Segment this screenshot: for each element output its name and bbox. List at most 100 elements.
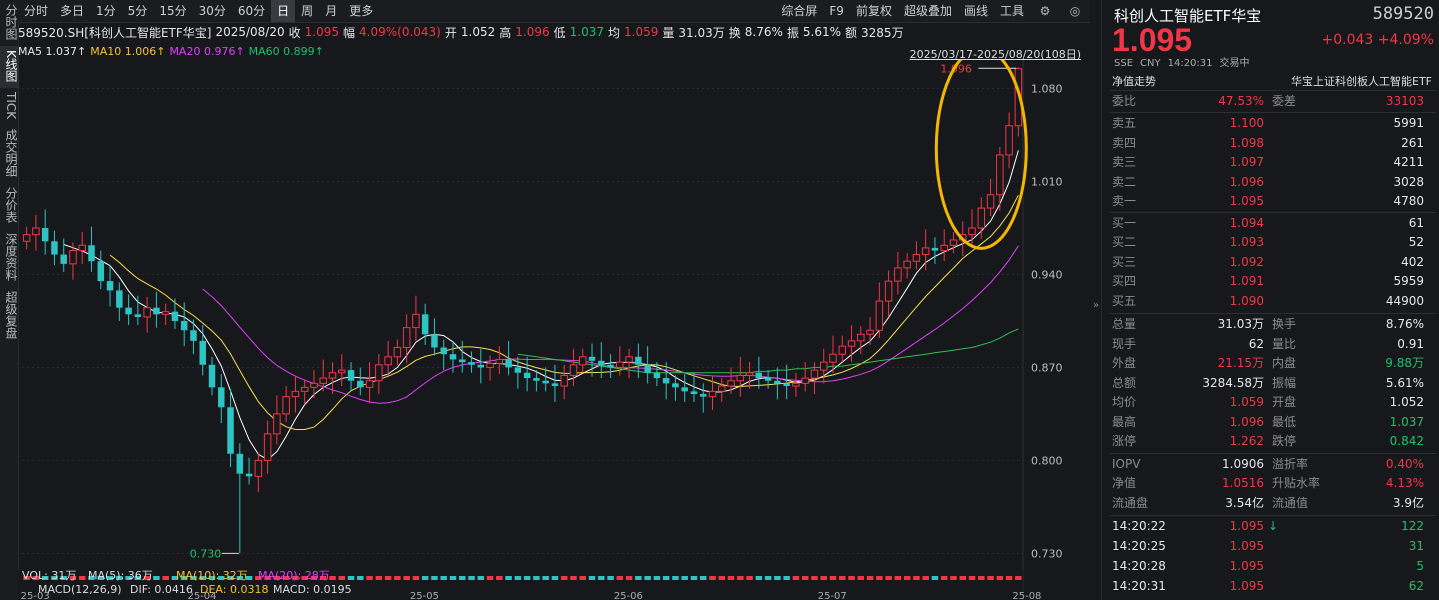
candle[interactable] — [903, 253, 911, 279]
candle[interactable] — [533, 370, 540, 392]
candle[interactable] — [190, 319, 197, 355]
candle[interactable] — [440, 339, 447, 371]
candle[interactable] — [393, 339, 402, 365]
candle[interactable] — [22, 226, 31, 250]
candle[interactable] — [718, 378, 726, 402]
gear-icon[interactable]: ⚙ — [1039, 4, 1051, 18]
tool-button-3[interactable]: 超级叠加 — [903, 4, 952, 18]
candle[interactable] — [477, 348, 485, 384]
left-tab-0[interactable]: 分时图 — [4, 4, 18, 40]
period-tab-8[interactable]: 周 — [301, 4, 314, 18]
period-tab-1[interactable]: 多日 — [60, 4, 85, 18]
candle[interactable] — [681, 374, 688, 402]
candle[interactable] — [569, 348, 578, 387]
candle[interactable] — [143, 297, 151, 333]
period-tab-9[interactable]: 月 — [325, 4, 338, 18]
candle[interactable] — [218, 374, 225, 424]
left-tab-6[interactable]: 超级复盘 — [4, 291, 18, 339]
candle[interactable] — [60, 238, 67, 272]
candle[interactable] — [931, 237, 939, 264]
candle[interactable] — [236, 443, 244, 554]
candle[interactable] — [690, 372, 698, 402]
tab-fund-name[interactable]: 华宝上证科创板人工智能ETF — [1291, 75, 1432, 88]
candle[interactable] — [579, 348, 587, 373]
candle[interactable] — [588, 343, 596, 377]
candle[interactable] — [977, 197, 986, 239]
candle[interactable] — [106, 265, 114, 307]
bid-row[interactable]: 买二 1.093 52 — [1112, 233, 1430, 252]
candle[interactable] — [764, 370, 772, 389]
ask-row[interactable]: 卖三 1.097 4211 — [1112, 153, 1430, 172]
candle[interactable] — [894, 251, 902, 295]
candle[interactable] — [829, 335, 837, 373]
candle[interactable] — [912, 241, 921, 270]
candle[interactable] — [968, 209, 976, 248]
candle[interactable] — [171, 298, 179, 329]
candle[interactable] — [153, 291, 160, 328]
candle[interactable] — [375, 354, 383, 394]
candle[interactable] — [598, 342, 605, 379]
candle[interactable] — [347, 362, 355, 392]
candle[interactable] — [459, 340, 466, 373]
candle[interactable] — [338, 354, 346, 387]
candle[interactable] — [653, 362, 661, 387]
candle[interactable] — [774, 367, 781, 400]
candle[interactable] — [273, 395, 281, 445]
candle[interactable] — [328, 362, 337, 394]
bid-row[interactable]: 买三 1.092 402 — [1112, 253, 1430, 272]
candle[interactable] — [1005, 112, 1013, 169]
candle[interactable] — [551, 364, 559, 402]
date-range[interactable]: 2025/03/17-2025/08/20(108日) — [909, 48, 1081, 61]
candle[interactable] — [819, 348, 828, 384]
candle[interactable] — [449, 340, 457, 373]
candle[interactable] — [97, 250, 105, 290]
candle[interactable] — [412, 295, 420, 341]
candle[interactable] — [727, 367, 735, 394]
candle[interactable] — [672, 375, 679, 401]
candle[interactable] — [69, 242, 77, 280]
candle[interactable] — [847, 324, 856, 363]
candle[interactable] — [208, 356, 216, 396]
candle[interactable] — [384, 340, 392, 376]
bid-row[interactable]: 买一 1.094 61 — [1112, 214, 1430, 233]
candle[interactable] — [745, 362, 754, 389]
settings-icon[interactable]: ◎ — [1069, 4, 1081, 18]
ask-row[interactable]: 卖一 1.095 4780 — [1112, 192, 1430, 211]
period-tab-4[interactable]: 15分 — [159, 4, 187, 18]
candle[interactable] — [542, 367, 549, 392]
candle[interactable] — [199, 324, 206, 376]
candle[interactable] — [801, 362, 809, 392]
candle[interactable] — [875, 282, 884, 339]
candle[interactable] — [560, 364, 568, 400]
tool-button-1[interactable]: F9 — [829, 4, 844, 18]
candle[interactable] — [838, 335, 847, 363]
candle[interactable] — [421, 303, 429, 345]
candle[interactable] — [857, 326, 865, 355]
period-tab-2[interactable]: 1分 — [96, 4, 116, 18]
tool-button-0[interactable]: 综合屏 — [781, 4, 818, 18]
candle[interactable] — [402, 314, 411, 364]
candle[interactable] — [523, 356, 531, 392]
ask-row[interactable]: 卖五 1.100 5991 — [1112, 114, 1430, 133]
candle[interactable] — [635, 343, 642, 379]
bid-row[interactable]: 买四 1.091 5959 — [1112, 272, 1430, 291]
period-tab-7[interactable]: 日 — [271, 0, 296, 22]
candle[interactable] — [291, 375, 300, 413]
tool-button-4[interactable]: 画线 — [963, 4, 988, 18]
bid-row[interactable]: 买五 1.090 44900 — [1112, 292, 1430, 311]
period-tab-3[interactable]: 5分 — [127, 4, 148, 18]
left-tab-2[interactable]: TICK — [4, 91, 18, 119]
left-tab-1[interactable]: K线图 — [0, 46, 18, 88]
candle[interactable] — [736, 356, 745, 397]
left-tab-5[interactable]: 深度资料 — [4, 233, 18, 281]
candle[interactable] — [644, 346, 651, 384]
candle[interactable] — [486, 355, 494, 381]
candle[interactable] — [319, 359, 327, 392]
candle[interactable] — [495, 346, 504, 375]
tab-nav-trend[interactable]: 净值走势 — [1112, 75, 1156, 88]
left-tab-4[interactable]: 分价表 — [4, 187, 18, 223]
collapse-panel-icon[interactable]: » — [1093, 300, 1100, 311]
candle[interactable] — [625, 348, 633, 379]
candle[interactable] — [300, 379, 309, 405]
candle[interactable] — [134, 295, 142, 325]
